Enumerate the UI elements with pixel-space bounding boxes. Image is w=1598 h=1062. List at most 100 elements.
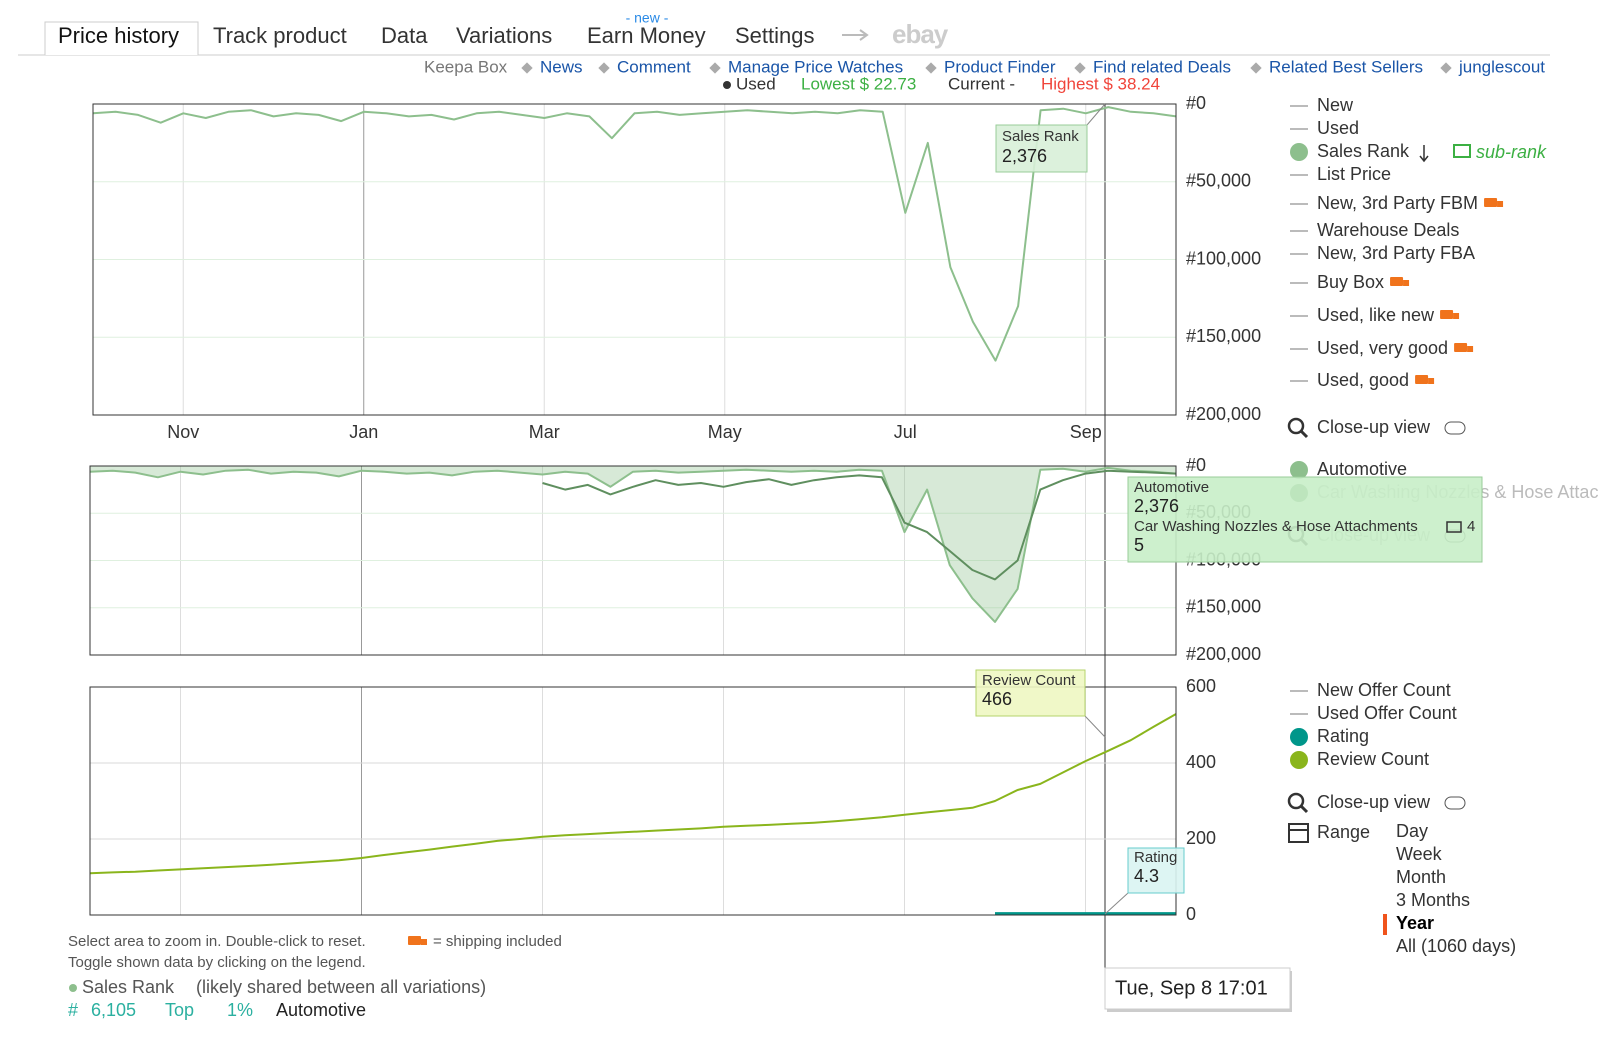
shipping-icon (421, 939, 427, 945)
chart-frame (92, 103, 1177, 416)
legend-dot (1290, 751, 1308, 769)
tooltip-label: Car Washing Nozzles & Hose Attachments (1134, 518, 1418, 535)
review-tooltip (975, 669, 1086, 717)
legend-item[interactable]: Sales Rank (1317, 141, 1410, 161)
tooltip-label: 4 (1467, 518, 1475, 535)
x-tick-label: Mar (529, 422, 560, 442)
hint: = shipping included (433, 933, 562, 950)
close-up-view[interactable]: Close-up view (1317, 792, 1431, 812)
tooltip-label: Sales Rank (1002, 128, 1079, 145)
series-line (89, 466, 1177, 623)
tooltip-label: Review Count (982, 672, 1076, 689)
series-area (90, 466, 1176, 622)
range-option[interactable]: All (1060 days) (1396, 936, 1516, 956)
close-up-view[interactable]: Close-up view (1317, 417, 1431, 437)
y-tick-label: #200,000 (1186, 644, 1261, 664)
y-tick-label: #200,000 (1186, 404, 1261, 424)
tab[interactable]: Data (381, 23, 428, 48)
legend-item[interactable]: New (1317, 95, 1354, 115)
y-tick-label: #150,000 (1186, 326, 1261, 346)
series-line (89, 713, 1177, 875)
legend-item[interactable]: New, 3rd Party FBA (1317, 243, 1475, 263)
chart-frame (89, 686, 1177, 916)
link[interactable]: junglescout (1458, 57, 1545, 76)
range-option[interactable]: 3 Months (1396, 890, 1470, 910)
y-tick-label: #50,000 (1186, 171, 1251, 191)
legend-item[interactable]: Automotive (1317, 459, 1407, 479)
range-label: Range (1317, 822, 1370, 842)
magnifier-icon (1299, 804, 1309, 814)
sub-rank-link[interactable]: sub-rank (1476, 142, 1547, 162)
magnifier-icon (1287, 417, 1305, 435)
legend-item[interactable]: Review Count (1317, 749, 1429, 769)
new-badge: - new - (626, 10, 669, 26)
hint: Select area to zoom in. Double-click to … (68, 933, 366, 950)
legend-item[interactable]: Used, like new (1317, 305, 1435, 325)
link[interactable]: News (540, 57, 583, 76)
legend-item[interactable]: Used Offer Count (1317, 703, 1457, 723)
shipping-icon (1415, 375, 1429, 384)
x-tick-label: Sep (1070, 422, 1102, 442)
toggle-icon (1444, 796, 1466, 810)
range-option[interactable]: Week (1396, 844, 1443, 864)
rank-stat: 6,105 (91, 1000, 136, 1020)
range-option[interactable]: Year (1396, 913, 1434, 933)
legend-item[interactable]: Used, very good (1317, 338, 1448, 358)
range-option[interactable]: Day (1396, 821, 1428, 841)
link[interactable]: Find related Deals (1093, 57, 1231, 76)
tooltip-label: Automotive (1134, 479, 1209, 496)
ebay-tab[interactable]: ebay (892, 19, 950, 49)
tab[interactable]: Settings (735, 23, 815, 48)
rank-label: Sales Rank (82, 977, 175, 997)
series-line (542, 469, 1177, 581)
tooltip-value: 466 (982, 689, 1012, 709)
link[interactable]: Product Finder (944, 57, 1056, 76)
tab[interactable]: Earn Money (587, 23, 706, 48)
y-tick-label: #100,000 (1186, 248, 1261, 268)
legend-item[interactable]: New, 3rd Party FBM (1317, 193, 1478, 213)
y-tick-label: #0 (1186, 93, 1206, 113)
hint: Toggle shown data by clicking on the leg… (68, 954, 366, 971)
tooltip-label: Rating (1134, 849, 1177, 866)
link[interactable]: Manage Price Watches (728, 57, 903, 76)
price-summary: Used (736, 74, 776, 93)
legend-item[interactable]: Used, good (1317, 370, 1409, 390)
used-dot (723, 81, 731, 89)
link: Keepa Box (424, 57, 508, 76)
price-summary: Lowest $ 22.73 (801, 74, 916, 93)
shipping-icon (1484, 198, 1498, 207)
legend-item[interactable]: Rating (1317, 726, 1369, 746)
x-tick-label: Jan (349, 422, 378, 442)
shipping-icon (1453, 313, 1460, 319)
rank-stat: Automotive (276, 1000, 366, 1020)
link-separator (1250, 62, 1262, 74)
arrow-icon (842, 29, 869, 41)
tab[interactable]: Track product (213, 23, 347, 48)
legend-dot (1290, 728, 1308, 746)
y-tick-label: #0 (1186, 455, 1206, 475)
link-separator (1440, 62, 1452, 74)
series-line (92, 106, 1177, 362)
legend-item[interactable]: Warehouse Deals (1317, 220, 1459, 240)
rank-stat: 1% (227, 1000, 253, 1020)
legend-dot (1290, 143, 1308, 161)
legend-item[interactable]: New Offer Count (1317, 680, 1451, 700)
shipping-icon (1390, 277, 1404, 286)
link[interactable]: Related Best Sellers (1269, 57, 1423, 76)
shipping-icon (1428, 378, 1435, 384)
range-option[interactable]: Month (1396, 867, 1446, 887)
tooltip-pointer (1086, 103, 1106, 126)
legend-item[interactable]: Used (1317, 118, 1359, 138)
legend-item[interactable]: List Price (1317, 164, 1391, 184)
tab[interactable]: Price history (58, 23, 179, 48)
calendar-icon (1288, 823, 1309, 843)
x-tick-label: May (708, 422, 742, 442)
rank-stat: Top (165, 1000, 194, 1020)
rank-note: (likely shared between all variations) (196, 977, 486, 997)
tab[interactable]: Variations (456, 23, 552, 48)
link[interactable]: Comment (617, 57, 691, 76)
shipping-icon (1454, 343, 1468, 352)
shipping-icon (1440, 310, 1454, 319)
legend-item[interactable]: Buy Box (1317, 272, 1384, 292)
date-tooltip (1104, 967, 1291, 1010)
